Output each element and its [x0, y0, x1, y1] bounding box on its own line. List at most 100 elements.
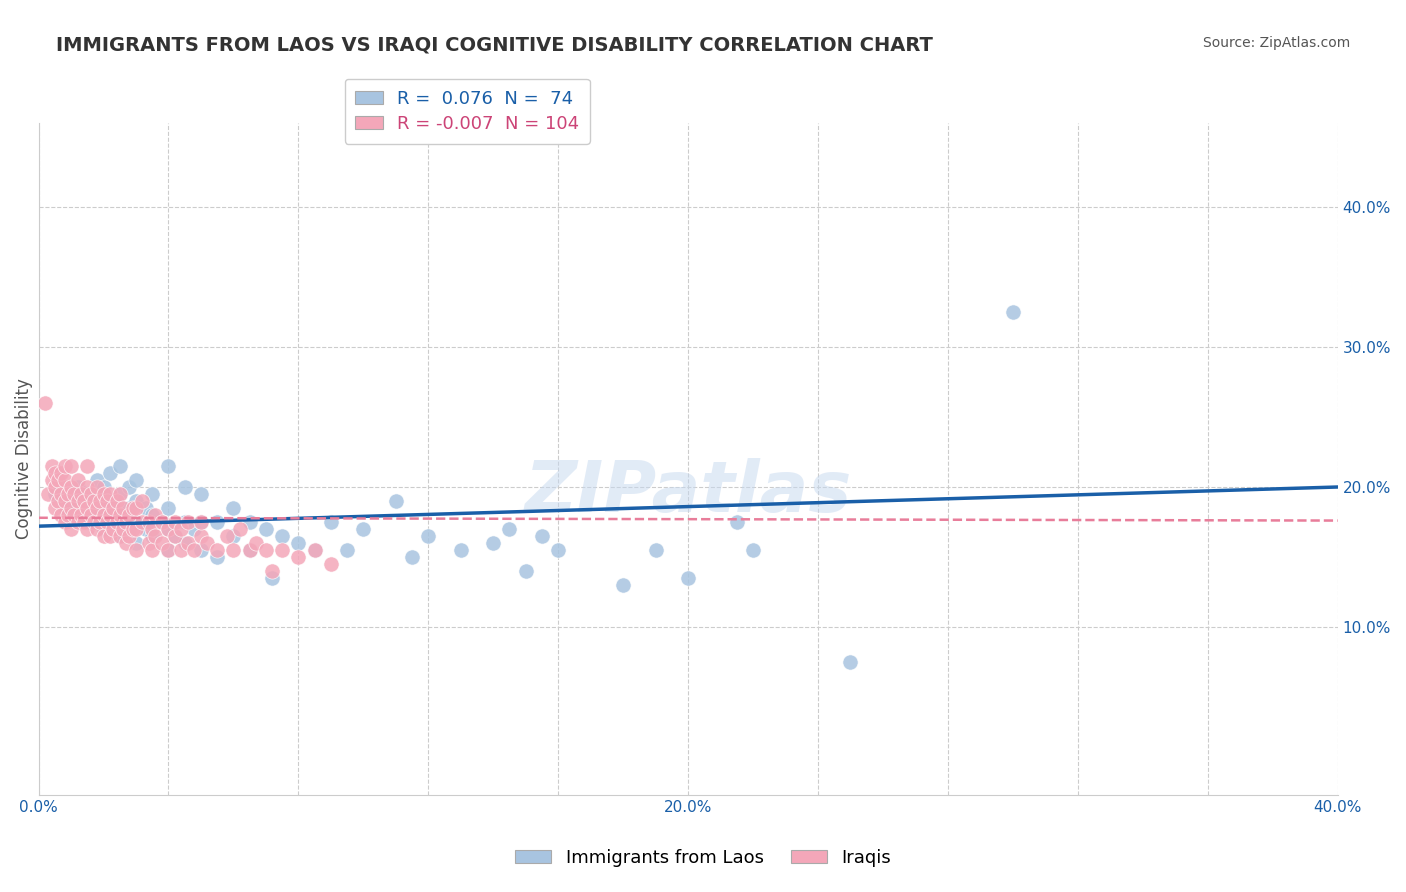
Point	[93, 487, 115, 501]
Point	[676, 571, 699, 585]
Point	[76, 480, 98, 494]
Point	[742, 543, 765, 558]
Point	[103, 500, 125, 515]
Point	[304, 543, 326, 558]
Point	[60, 458, 83, 473]
Point	[93, 480, 115, 494]
Point	[262, 571, 284, 585]
Point	[60, 494, 83, 508]
Point	[34, 396, 56, 410]
Point	[229, 522, 252, 536]
Point	[66, 473, 89, 487]
Text: ZIPatlas: ZIPatlas	[524, 458, 852, 527]
Point	[108, 487, 131, 501]
Point	[157, 522, 180, 536]
Point	[44, 480, 66, 494]
Point	[287, 549, 309, 564]
Point	[498, 522, 520, 536]
Point	[98, 515, 121, 529]
Point	[222, 529, 245, 543]
Point	[183, 543, 205, 558]
Point	[86, 473, 108, 487]
Point	[108, 529, 131, 543]
Point	[163, 529, 186, 543]
Point	[53, 458, 76, 473]
Point	[121, 522, 143, 536]
Point	[98, 508, 121, 522]
Point	[145, 529, 167, 543]
Point	[118, 480, 141, 494]
Point	[73, 515, 96, 529]
Point	[163, 515, 186, 529]
Point	[222, 543, 245, 558]
Point	[98, 529, 121, 543]
Point	[111, 500, 134, 515]
Point	[141, 543, 163, 558]
Point	[125, 522, 148, 536]
Point	[86, 500, 108, 515]
Point	[44, 487, 66, 501]
Point	[76, 515, 98, 529]
Point	[352, 522, 374, 536]
Point	[197, 536, 219, 550]
Point	[177, 515, 200, 529]
Point	[150, 536, 173, 550]
Point	[131, 494, 153, 508]
Point	[86, 480, 108, 494]
Point	[190, 543, 212, 558]
Point	[98, 487, 121, 501]
Point	[51, 508, 73, 522]
Point	[86, 522, 108, 536]
Point	[125, 543, 148, 558]
Point	[105, 515, 128, 529]
Point	[46, 494, 69, 508]
Point	[644, 543, 666, 558]
Point	[118, 500, 141, 515]
Point	[157, 458, 180, 473]
Point	[170, 522, 193, 536]
Point	[53, 494, 76, 508]
Point	[319, 515, 342, 529]
Point	[73, 494, 96, 508]
Point	[111, 522, 134, 536]
Point	[79, 508, 101, 522]
Point	[66, 480, 89, 494]
Point	[239, 543, 262, 558]
Point	[145, 508, 167, 522]
Point	[93, 529, 115, 543]
Point	[170, 543, 193, 558]
Point	[66, 515, 89, 529]
Point	[190, 515, 212, 529]
Point	[76, 458, 98, 473]
Point	[239, 515, 262, 529]
Point	[271, 529, 294, 543]
Point	[401, 549, 423, 564]
Point	[37, 487, 59, 501]
Point	[63, 487, 86, 501]
Point	[53, 473, 76, 487]
Point	[44, 466, 66, 480]
Point	[79, 487, 101, 501]
Point	[725, 515, 748, 529]
Point	[141, 508, 163, 522]
Point	[138, 536, 160, 550]
Point	[108, 508, 131, 522]
Point	[612, 578, 634, 592]
Point	[60, 480, 83, 494]
Point	[86, 508, 108, 522]
Point	[125, 500, 148, 515]
Point	[135, 500, 157, 515]
Point	[205, 549, 228, 564]
Point	[60, 500, 83, 515]
Point	[515, 564, 537, 578]
Point	[245, 536, 267, 550]
Point	[482, 536, 505, 550]
Point	[125, 494, 148, 508]
Point	[157, 522, 180, 536]
Point	[66, 494, 89, 508]
Point	[141, 522, 163, 536]
Text: IMMIGRANTS FROM LAOS VS IRAQI COGNITIVE DISABILITY CORRELATION CHART: IMMIGRANTS FROM LAOS VS IRAQI COGNITIVE …	[56, 36, 934, 54]
Point	[83, 494, 105, 508]
Point	[239, 543, 262, 558]
Point	[450, 543, 472, 558]
